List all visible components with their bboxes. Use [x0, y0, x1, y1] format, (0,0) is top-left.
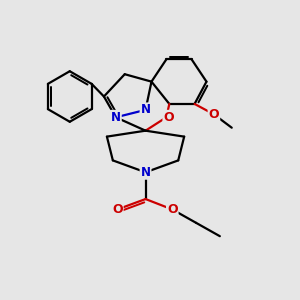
Text: O: O [167, 203, 178, 216]
Text: N: N [111, 111, 121, 124]
Text: N: N [140, 166, 151, 179]
Text: O: O [112, 203, 123, 216]
Text: O: O [164, 111, 174, 124]
Text: O: O [208, 108, 219, 121]
Text: N: N [140, 103, 151, 116]
